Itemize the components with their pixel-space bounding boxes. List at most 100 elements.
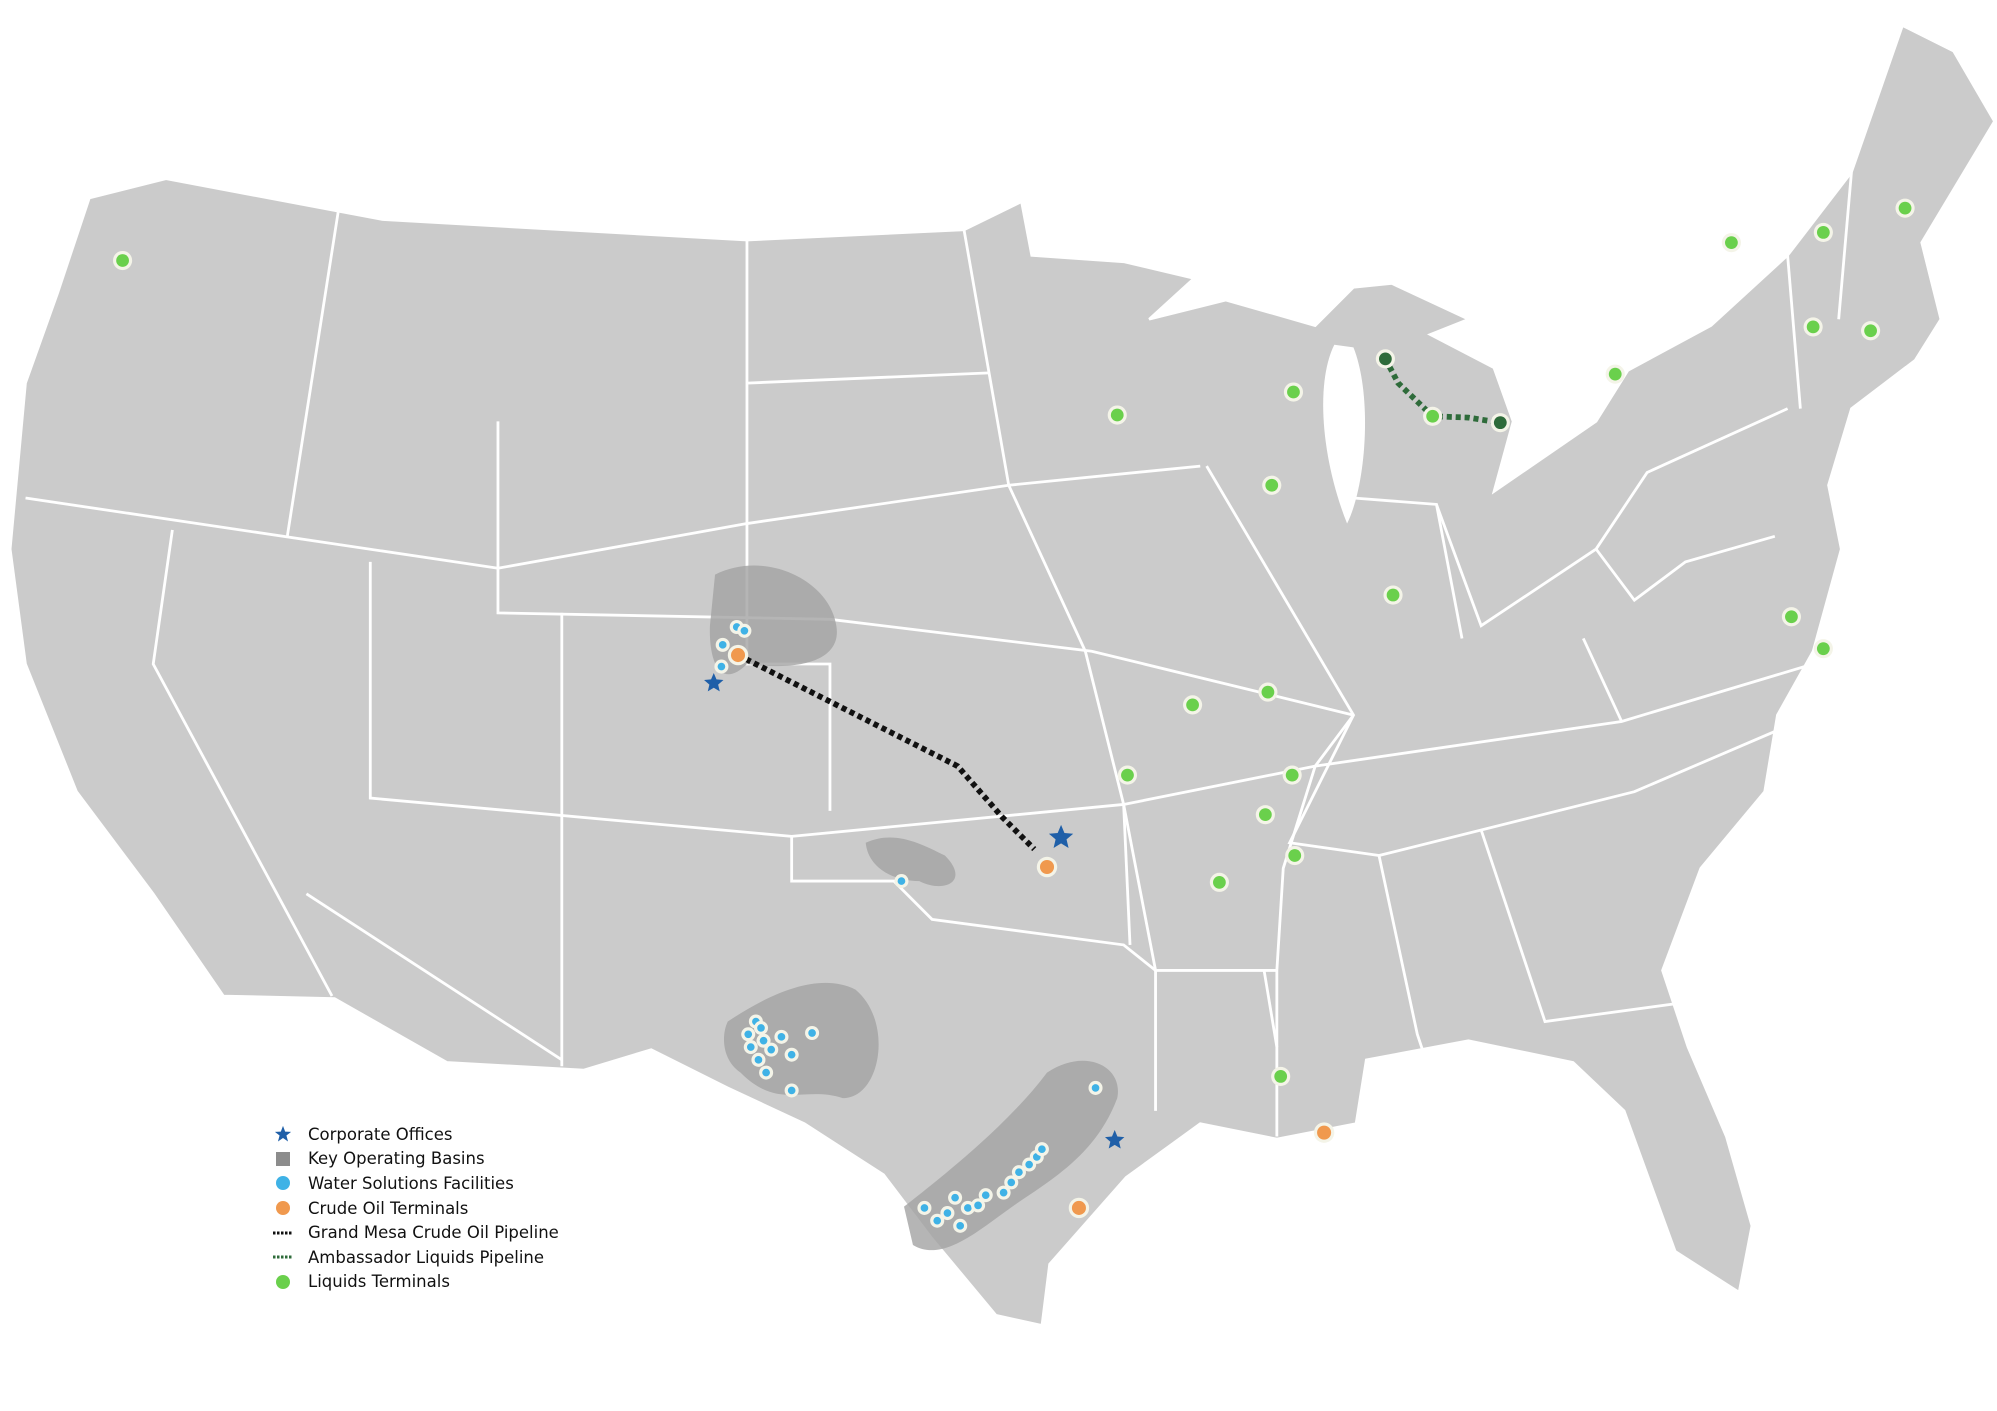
water-solutions-facility: [951, 1193, 959, 1202]
water-solutions-facility: [746, 1043, 755, 1051]
liquids-terminal: [1110, 408, 1124, 422]
state-border: [1378, 713, 1814, 857]
water-solutions-facility: [981, 1191, 990, 1200]
state-border: [151, 529, 334, 997]
legend-item-key-operating-basins: Key Operating Basins: [272, 1147, 559, 1172]
liquids-terminal: [116, 254, 129, 267]
liquids-terminal: [1258, 808, 1272, 822]
legend-label: Ambassador Liquids Pipeline: [308, 1247, 545, 1267]
legend-label: Water Solutions Facilities: [308, 1173, 514, 1193]
state-border: [305, 892, 563, 1062]
circle-icon: [272, 1200, 294, 1216]
legend-item-corporate-offices: Corporate Offices: [272, 1122, 559, 1147]
liquids-terminal: [1265, 478, 1279, 492]
legend-label: Corporate Offices: [308, 1124, 453, 1144]
water-solutions-facility: [759, 1036, 768, 1045]
water-solutions-facility: [1025, 1160, 1033, 1169]
water-solutions-facility: [754, 1055, 763, 1064]
water-solutions-facility: [1015, 1168, 1023, 1177]
grand-mesa-pipeline: [736, 652, 1037, 852]
state-border: [790, 836, 1157, 1111]
water-solutions-facility: [787, 1050, 796, 1059]
liquids-terminal: [1816, 642, 1830, 656]
water-solutions-facility: [717, 662, 726, 671]
water-solutions-facility: [897, 877, 906, 885]
star-icon: [272, 1125, 294, 1143]
map-legend: Corporate Offices Key Operating Basins W…: [272, 1122, 559, 1294]
legend-item-ambassador-pipeline: Ambassador Liquids Pipeline: [272, 1245, 559, 1270]
legend-item-crude-oil-terminals: Crude Oil Terminals: [272, 1196, 559, 1221]
water-solutions-facility: [808, 1029, 816, 1037]
liquids-terminal: [1898, 201, 1912, 215]
state-border: [1353, 496, 1464, 639]
liquids-terminal: [1213, 875, 1226, 889]
state-border: [1262, 970, 1279, 1048]
liquids-terminal: [1426, 409, 1440, 423]
state-border: [1205, 465, 1356, 1137]
water-solutions-facility: [777, 1033, 786, 1041]
crude-oil-terminal: [730, 648, 746, 663]
crude-oil-terminal: [1039, 859, 1055, 875]
liquids-terminal: [1287, 385, 1300, 399]
state-border: [285, 210, 340, 537]
state-border: [1594, 534, 1776, 603]
liquids-terminal: [1186, 698, 1199, 712]
liquids-terminal: [1261, 685, 1275, 699]
water-solutions-facility: [787, 1086, 796, 1095]
legend-label: Grand Mesa Crude Oil Pipeline: [308, 1223, 559, 1243]
state-border: [1479, 829, 1686, 1024]
water-solutions-facility: [762, 1068, 770, 1077]
state-border: [1582, 637, 1623, 723]
water-solutions-facility: [744, 1030, 753, 1039]
legend-item-water-solutions: Water Solutions Facilities: [272, 1171, 559, 1196]
contiguous-us-landmass: [8, 23, 1996, 1327]
state-border: [962, 229, 1277, 972]
water-solutions-facility: [1091, 1084, 1100, 1092]
liquids-terminal: [1121, 768, 1134, 782]
ambassador-pipeline-node: [1493, 416, 1507, 430]
liquids-terminal: [1386, 588, 1400, 602]
liquids-terminal: [1608, 367, 1622, 381]
liquids-terminal: [1864, 324, 1877, 338]
legend-label: Key Operating Basins: [308, 1149, 485, 1169]
key-operating-basin: [865, 837, 956, 887]
liquids-terminal: [1785, 610, 1798, 624]
water-solutions-facility: [964, 1204, 972, 1212]
water-solutions-facility: [767, 1045, 776, 1054]
liquids-terminal: [1274, 1070, 1288, 1083]
liquids-terminal: [1288, 849, 1302, 862]
state-border: [1837, 172, 1853, 320]
water-solutions-facility: [933, 1216, 942, 1225]
square-icon: [272, 1151, 294, 1167]
water-solutions-facility: [974, 1201, 982, 1210]
lake-michigan: [1323, 344, 1366, 524]
liquids-terminal: [1806, 320, 1820, 334]
legend-label: Crude Oil Terminals: [308, 1198, 469, 1218]
water-solutions-facility: [956, 1221, 965, 1230]
liquids-terminal: [1725, 236, 1738, 250]
state-border: [1122, 804, 1132, 945]
crude-oil-terminal: [1317, 1125, 1332, 1140]
state-border: [746, 371, 990, 385]
corporate-office-star-icon: [704, 672, 724, 692]
water-solutions-facility: [757, 1024, 765, 1032]
legend-label: Liquids Terminals: [308, 1272, 450, 1292]
circle-icon: [272, 1274, 294, 1290]
crude-oil-terminal: [1071, 1200, 1086, 1215]
water-solutions-facility: [943, 1209, 952, 1217]
water-solutions-facility: [740, 626, 749, 635]
state-border: [1786, 255, 1802, 409]
water-solutions-facility: [1038, 1145, 1046, 1154]
water-solutions-facility: [718, 641, 727, 649]
dotted-line-icon: [272, 1230, 294, 1236]
legend-item-grand-mesa-pipeline: Grand Mesa Crude Oil Pipeline: [272, 1220, 559, 1245]
dotted-line-icon: [272, 1254, 294, 1260]
water-solutions-facility: [999, 1188, 1008, 1197]
legend-item-liquids-terminals: Liquids Terminals: [272, 1270, 559, 1295]
water-solutions-facility: [920, 1204, 929, 1212]
liquids-terminal: [1816, 226, 1830, 239]
liquids-terminal: [1285, 768, 1299, 782]
corporate-office-star-icon: [1104, 1130, 1125, 1149]
